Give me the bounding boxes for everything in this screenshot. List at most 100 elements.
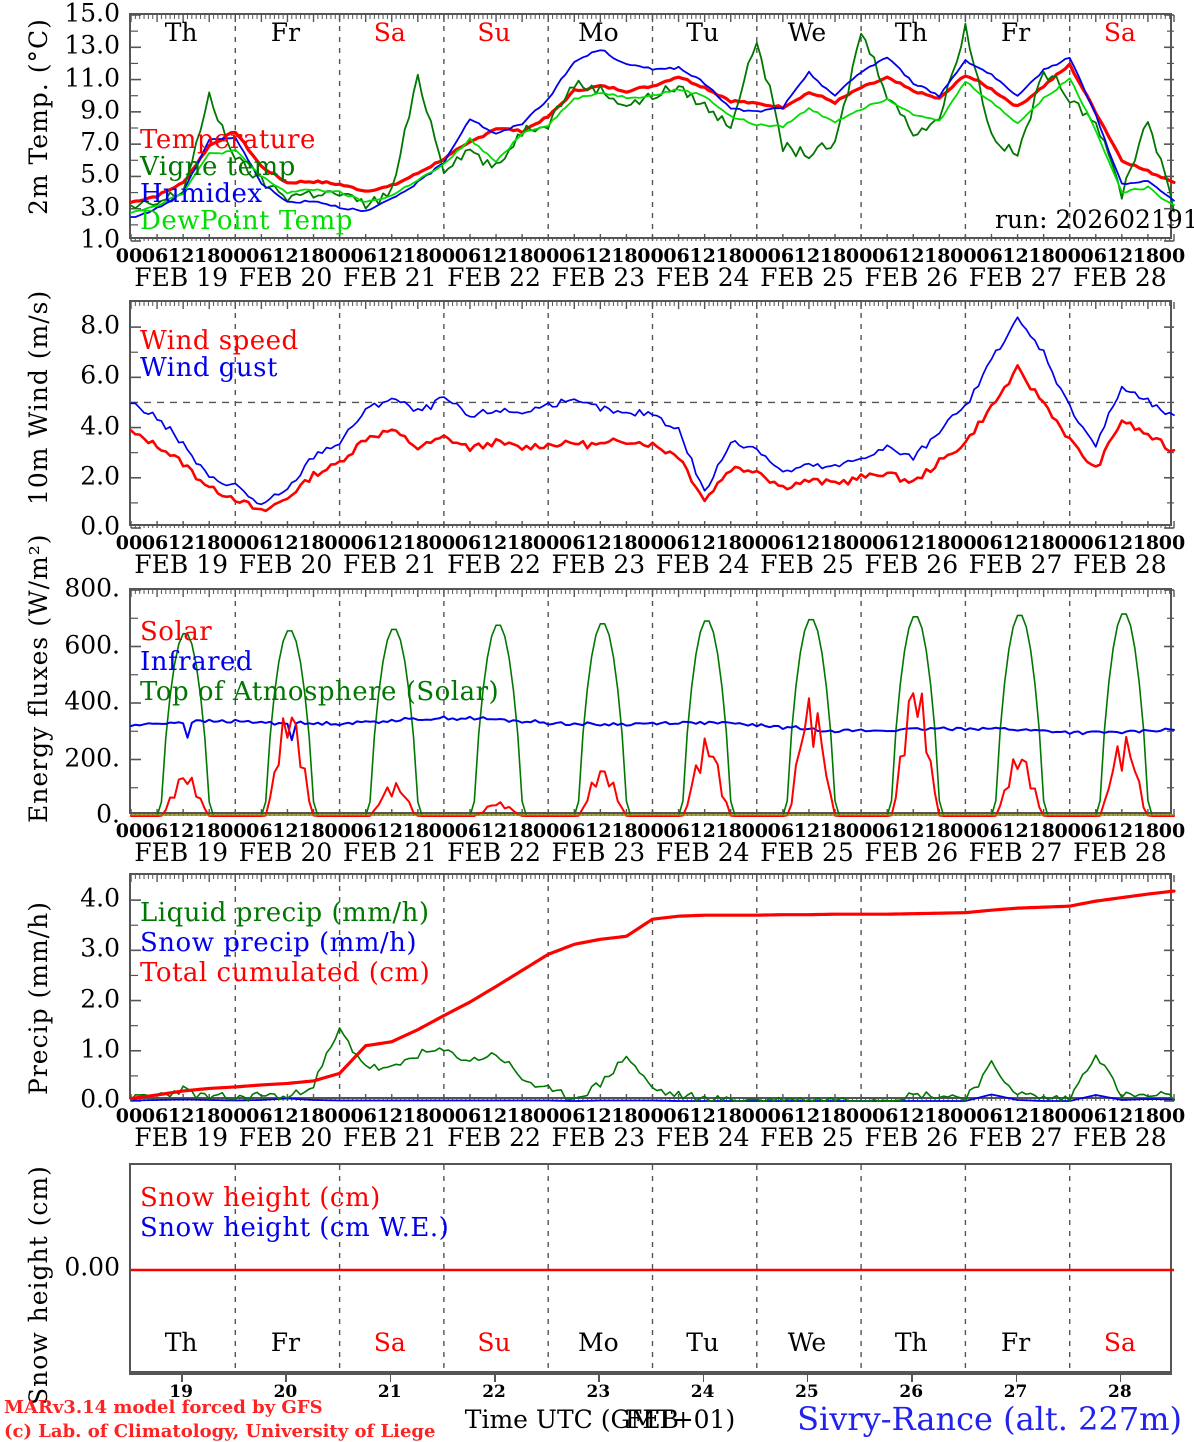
hour-label: 12 bbox=[1002, 245, 1029, 267]
day-number-tick bbox=[1119, 1373, 1122, 1382]
x-axis-title-overlap: FEB bbox=[625, 1405, 679, 1434]
date-label: FEB 19 bbox=[134, 1123, 229, 1152]
hour-label: 18 bbox=[1132, 820, 1160, 842]
date-label: FEB 21 bbox=[342, 263, 437, 292]
day-number-tick bbox=[285, 1373, 287, 1382]
hour-label: 18 bbox=[1132, 532, 1160, 554]
hour-label: 00 bbox=[741, 532, 769, 554]
hour-label: 12 bbox=[1106, 820, 1134, 842]
hour-label: 00 bbox=[741, 1105, 769, 1127]
hour-label: 12 bbox=[898, 820, 925, 842]
date-label: FEB 21 bbox=[342, 1123, 437, 1152]
weekday-label: Th bbox=[894, 18, 928, 47]
hour-label: 00 bbox=[220, 245, 247, 267]
hour-label: 12 bbox=[272, 245, 299, 267]
hour-label: 12 bbox=[272, 1105, 299, 1127]
hour-label: 00 bbox=[845, 820, 873, 842]
hour-label: 06 bbox=[1080, 820, 1107, 842]
hour-label: 12 bbox=[793, 245, 821, 267]
day-number-label: 28 bbox=[1108, 1382, 1132, 1402]
date-label: FEB 25 bbox=[760, 1123, 854, 1152]
hour-label: 06 bbox=[976, 245, 1003, 267]
date-label: FEB 27 bbox=[968, 550, 1063, 579]
day-number-label: 19 bbox=[169, 1382, 193, 1402]
hour-label: 12 bbox=[585, 820, 612, 842]
e-yticks-label-4: 800. bbox=[64, 573, 120, 603]
hour-label: 00 bbox=[532, 532, 560, 554]
hour-label: 18 bbox=[819, 820, 847, 842]
hour-label: 06 bbox=[871, 245, 899, 267]
hour-label: 18 bbox=[715, 245, 742, 267]
legend-vigne-temp: Vigne temp bbox=[140, 152, 296, 182]
hour-label: 06 bbox=[350, 1105, 377, 1127]
hour-label: 12 bbox=[376, 1105, 403, 1127]
weekday-label: Mo bbox=[578, 18, 619, 47]
hour-label: 00 bbox=[637, 820, 664, 842]
hour-label: 18 bbox=[1028, 820, 1055, 842]
hour-label: 00 bbox=[845, 532, 873, 554]
x-axis-title: Time UTC (GMT+01) bbox=[464, 1405, 736, 1434]
day-number-label: 20 bbox=[273, 1382, 298, 1402]
hour-label: 00 bbox=[115, 1105, 143, 1127]
hour-label: 00 bbox=[532, 1105, 560, 1127]
hour-label: 18 bbox=[193, 245, 221, 267]
footer-copyright-line: (c) Lab. of Climatology, University of L… bbox=[4, 1421, 436, 1442]
hour-label: 18 bbox=[924, 532, 951, 554]
hour-label: 18 bbox=[611, 1105, 638, 1127]
weekday-label: Fr bbox=[1000, 18, 1031, 47]
hour-label: 18 bbox=[715, 820, 742, 842]
hour-label: 12 bbox=[585, 245, 612, 267]
weekday-label: Tu bbox=[686, 1328, 720, 1357]
date-label: FEB 22 bbox=[447, 1123, 541, 1152]
day-number-tick bbox=[389, 1373, 392, 1382]
legend-snow-height-we: Snow height (cm W.E.) bbox=[140, 1213, 450, 1243]
hour-label: 06 bbox=[871, 532, 899, 554]
hour-label: 06 bbox=[246, 532, 273, 554]
hour-label: 06 bbox=[454, 1105, 482, 1127]
hour-label: 06 bbox=[1080, 1105, 1107, 1127]
hour-label: 00 bbox=[637, 532, 664, 554]
hour-label: 12 bbox=[689, 245, 716, 267]
hour-label: 18 bbox=[402, 245, 430, 267]
t-yticks-label-5: 11.0 bbox=[64, 63, 120, 93]
hour-label: 00 bbox=[220, 1105, 247, 1127]
hour-label: 18 bbox=[819, 245, 847, 267]
date-label: FEB 23 bbox=[551, 550, 646, 579]
panel-energy-fluxes: Energy fluxes (W/m²) 0. 200. 400. 600. 800. … bbox=[0, 533, 1194, 867]
snow-y-tick-0: 0.00 bbox=[64, 1252, 120, 1282]
hour-label: 18 bbox=[819, 532, 847, 554]
energy-plot-area bbox=[129, 588, 1175, 817]
hour-label: 00 bbox=[115, 820, 143, 842]
hour-label: 00 bbox=[1158, 245, 1186, 267]
hour-label: 12 bbox=[272, 820, 299, 842]
hour-label: 18 bbox=[193, 820, 221, 842]
hour-label: 18 bbox=[1132, 245, 1160, 267]
hour-label: 18 bbox=[611, 532, 638, 554]
hour-label: 00 bbox=[428, 820, 456, 842]
t-yticks-label-6: 13.0 bbox=[64, 30, 120, 60]
date-label: FEB 24 bbox=[655, 550, 750, 579]
day-number-tick bbox=[494, 1373, 496, 1382]
t-yticks-label-4: 9.0 bbox=[80, 95, 120, 125]
hour-label: 06 bbox=[1080, 245, 1107, 267]
legend-liquid-precip: Liquid precip (mm/h) bbox=[140, 898, 430, 928]
hour-label: 00 bbox=[950, 820, 977, 842]
date-label: FEB 19 bbox=[134, 263, 229, 292]
hour-label: 12 bbox=[1106, 1105, 1134, 1127]
date-label: FEB 23 bbox=[551, 1123, 646, 1152]
weekday-label: Sa bbox=[373, 18, 406, 47]
hour-label: 06 bbox=[141, 245, 169, 267]
hour-label: 06 bbox=[246, 820, 273, 842]
hour-label: 18 bbox=[924, 245, 951, 267]
weekday-label: Th bbox=[894, 1328, 928, 1357]
hour-label: 18 bbox=[298, 1105, 325, 1127]
hour-label: 06 bbox=[559, 532, 586, 554]
hour-label: 12 bbox=[585, 532, 612, 554]
hour-label: 00 bbox=[1054, 820, 1081, 842]
hour-label: 06 bbox=[767, 532, 795, 554]
hour-label: 00 bbox=[428, 1105, 456, 1127]
legend-solar: Solar bbox=[140, 617, 213, 647]
location-label: Sivry-Rance (alt. 227m) bbox=[797, 1400, 1182, 1438]
hour-label: 12 bbox=[1002, 820, 1029, 842]
run-label: run: 2026021912 bbox=[995, 205, 1194, 234]
